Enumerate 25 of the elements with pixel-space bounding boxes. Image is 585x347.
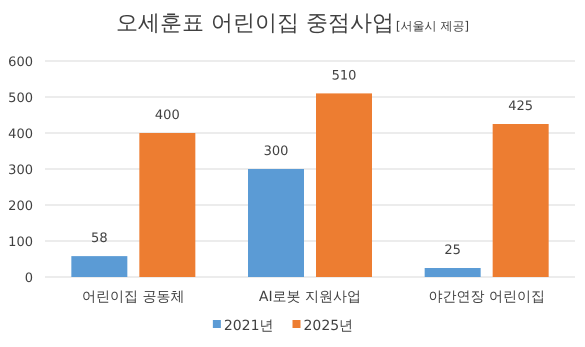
bar — [424, 268, 481, 277]
legend-label: 2025년 — [304, 318, 354, 334]
y-tick-label: 200 — [8, 199, 33, 214]
data-label: 58 — [91, 231, 108, 246]
x-tick-label: AI로봇 지원사업 — [258, 289, 362, 305]
x-tick-label: 야간연장 어린이집 — [428, 289, 545, 305]
data-label: 510 — [332, 68, 356, 84]
y-tick-label: 500 — [8, 91, 33, 106]
data-label: 300 — [264, 144, 288, 159]
bar — [492, 124, 549, 277]
bar — [316, 93, 372, 277]
bar — [139, 133, 196, 277]
data-label: 400 — [154, 108, 180, 123]
y-tick-label: 300 — [8, 163, 33, 178]
x-tick-label: 어린이집 공동체 — [82, 289, 185, 305]
y-tick-label: 100 — [8, 235, 33, 250]
data-label: 425 — [508, 99, 534, 114]
y-tick-label: 400 — [8, 127, 33, 142]
data-label: 25 — [444, 243, 461, 258]
legend-label: 2021년 — [224, 318, 274, 334]
bar — [248, 169, 304, 277]
title: 오세훈표 어린이집 중점사업[서울시 제공] — [116, 11, 470, 36]
y-tick-label: 600 — [8, 55, 33, 70]
y-tick-label: 0 — [24, 271, 33, 286]
bar — [71, 256, 128, 277]
